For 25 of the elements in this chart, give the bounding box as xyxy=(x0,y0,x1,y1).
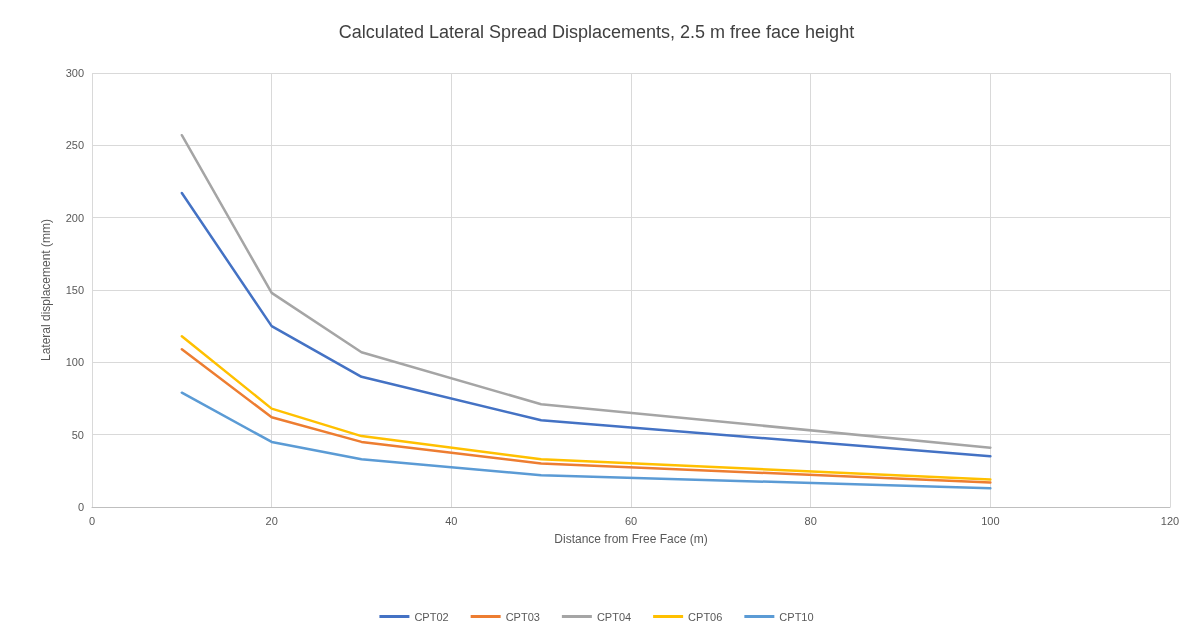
x-tick-label: 60 xyxy=(624,514,638,527)
y-tick-label: 150 xyxy=(65,284,84,296)
y-tick-label: 200 xyxy=(65,211,84,224)
legend-label: CPT06 xyxy=(688,610,723,623)
legend-label: CPT10 xyxy=(779,610,814,623)
x-axis-title: Distance from Free Face (m) xyxy=(554,532,708,546)
y-tick-label: 0 xyxy=(77,501,84,513)
x-tick-label: 0 xyxy=(88,514,96,527)
y-tick-label: 300 xyxy=(65,67,84,79)
y-tick-label: 50 xyxy=(71,428,84,441)
x-tick-label: 40 xyxy=(445,514,458,527)
y-tick-label: 100 xyxy=(65,356,84,369)
chart-title: Calculated Lateral Spread Displacements, 2.5 m free face height xyxy=(338,22,855,42)
x-tick-label: 120 xyxy=(1160,514,1180,527)
x-tick-label: 20 xyxy=(265,514,278,527)
legend-label: CPT04 xyxy=(596,610,632,623)
legend-label: CPT03 xyxy=(505,610,540,623)
y-tick-label: 250 xyxy=(65,139,84,152)
x-tick-label: 100 xyxy=(981,514,1000,527)
line-series xyxy=(180,191,992,458)
line-series xyxy=(180,391,992,490)
line-series xyxy=(180,133,992,449)
legend-label: CPT02 xyxy=(414,610,449,623)
y-axis-title: Lateral displacement (mm) xyxy=(39,218,53,362)
x-tick-label: 80 xyxy=(804,514,817,527)
